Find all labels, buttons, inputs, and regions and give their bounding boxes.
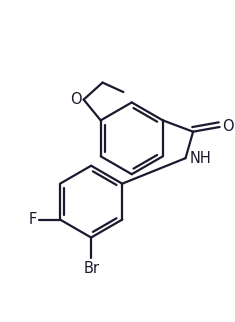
Text: NH: NH	[189, 151, 211, 166]
Text: O: O	[222, 119, 234, 135]
Text: O: O	[70, 92, 82, 107]
Text: F: F	[28, 212, 36, 227]
Text: Br: Br	[83, 261, 99, 276]
